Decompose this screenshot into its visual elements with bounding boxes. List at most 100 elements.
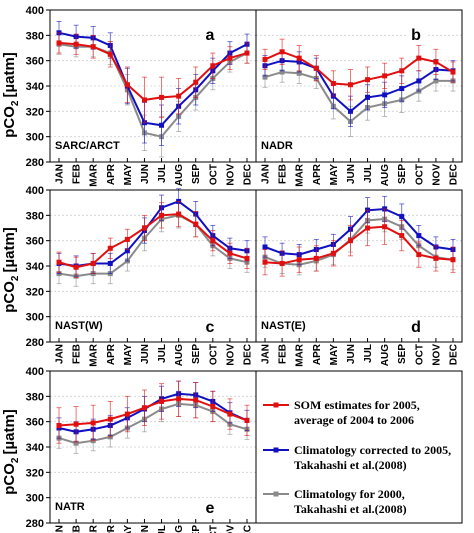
data-point xyxy=(90,260,96,266)
data-point xyxy=(365,94,371,100)
x-tick-label: OCT xyxy=(208,525,219,533)
y-tick-label: 380 xyxy=(26,391,44,403)
legend-entry-corr: Climatology corrected to 2005,Takahashi … xyxy=(263,443,451,472)
x-tick-label: DEC xyxy=(449,344,460,365)
x-tick-label: OCT xyxy=(208,164,219,185)
legend-frame xyxy=(255,370,463,524)
data-point xyxy=(107,245,113,251)
data-point xyxy=(141,97,147,103)
y-tick-label: 280 xyxy=(26,518,44,530)
panel-e: 280 300 320 340 360 380 400 JAN FEB MAR APR MAY JUN J… xyxy=(26,366,257,533)
panel-letter-box xyxy=(200,317,220,337)
data-point xyxy=(296,257,302,263)
x-tick-label: SEP xyxy=(397,164,408,184)
x-tick-label: SEP xyxy=(191,164,202,184)
panel-letter: d xyxy=(411,319,421,336)
plot-area xyxy=(50,10,256,162)
x-tick-label: DEC xyxy=(449,164,460,185)
x-tick-label: JUN xyxy=(346,164,357,184)
panel-letter: b xyxy=(411,27,421,44)
data-point xyxy=(244,417,250,423)
x-tick-label: MAR xyxy=(295,343,306,367)
y-axis-label-main: pCO xyxy=(1,463,18,495)
plot-frame xyxy=(255,189,463,343)
region-label: NATR xyxy=(55,501,85,513)
data-point xyxy=(73,264,79,270)
data-point xyxy=(176,211,182,217)
data-point xyxy=(279,69,285,75)
x-tick-label: JAN xyxy=(55,164,66,184)
region-label: NAST(W) xyxy=(55,320,103,332)
x-tick-label: JAN xyxy=(55,344,66,364)
data-point xyxy=(124,411,130,417)
data-point xyxy=(399,86,405,92)
x-tick-label: JAN xyxy=(261,344,272,364)
x-tick-label: NOV xyxy=(225,344,236,366)
x-tick-label: SEP xyxy=(191,525,202,533)
data-point xyxy=(416,233,422,239)
data-point xyxy=(159,398,165,404)
data-point xyxy=(73,41,79,47)
panel-letter: a xyxy=(206,27,215,44)
legend: SOM estimates for 2005,average of 2004 t… xyxy=(255,370,463,524)
series-line xyxy=(264,50,454,86)
plot-area xyxy=(50,371,256,523)
series-line xyxy=(264,225,454,265)
x-tick-label: NOV xyxy=(431,164,442,186)
series-line xyxy=(264,71,453,123)
y-tick-label: 400 xyxy=(26,366,44,378)
data-point xyxy=(313,255,319,261)
x-tick-label: MAR xyxy=(295,163,306,187)
data-point xyxy=(159,212,165,218)
x-tick-label: MAR xyxy=(89,163,100,187)
series-som xyxy=(56,380,250,444)
data-point xyxy=(193,221,199,227)
y-tick-label: 300 xyxy=(26,132,44,144)
panel-letter-box xyxy=(200,25,220,45)
y-tick-label: 320 xyxy=(26,106,44,118)
data-point xyxy=(56,40,62,46)
y-axis-label-subscript: 2 xyxy=(10,275,21,281)
legend-entry-som: SOM estimates for 2005,average of 2004 t… xyxy=(263,398,420,427)
data-point xyxy=(210,238,216,244)
data-point xyxy=(450,257,456,263)
data-point xyxy=(365,225,371,231)
data-point xyxy=(450,69,456,75)
data-point xyxy=(330,80,336,86)
x-tick-label: MAR xyxy=(89,343,100,367)
x-tick-label: AUG xyxy=(174,525,185,533)
data-point xyxy=(382,224,388,230)
data-point xyxy=(73,421,79,427)
x-tick-label: JAN xyxy=(55,525,66,533)
data-point xyxy=(227,411,233,417)
data-point xyxy=(141,225,147,231)
x-tick-label: FEB xyxy=(72,344,83,364)
region-label: NAST(E) xyxy=(261,320,306,332)
y-tick-label: 340 xyxy=(26,261,44,273)
panel-letter-box xyxy=(200,498,220,518)
series-line xyxy=(264,207,454,256)
x-tick-label: MAY xyxy=(123,525,134,533)
series-line xyxy=(58,397,248,427)
panel-letter-box xyxy=(406,317,426,337)
series-line xyxy=(58,213,248,269)
x-tick-label: MAY xyxy=(123,164,134,186)
panel-b: JAN FEB MAR APR MAY JUN JUL AUG SEP OCT NOV DEC b NAD… xyxy=(255,9,463,187)
data-point xyxy=(347,238,353,244)
data-point xyxy=(296,70,302,76)
y-tick-label: 360 xyxy=(26,236,44,248)
x-tick-label: FEB xyxy=(278,344,289,364)
x-tick-label: NOV xyxy=(225,525,236,533)
data-point xyxy=(193,79,199,85)
legend-marker xyxy=(273,402,279,408)
data-point xyxy=(382,73,388,79)
panel-letter-box xyxy=(406,25,426,45)
x-tick-label: SEP xyxy=(397,344,408,364)
x-tick-label: JUN xyxy=(346,344,357,364)
x-tick-label: JAN xyxy=(261,164,272,184)
data-point xyxy=(347,108,353,114)
y-axis-label: pCO2 [µatm] xyxy=(1,409,21,495)
x-tick-label: JUL xyxy=(363,164,374,183)
x-tick-label: FEB xyxy=(72,164,83,184)
